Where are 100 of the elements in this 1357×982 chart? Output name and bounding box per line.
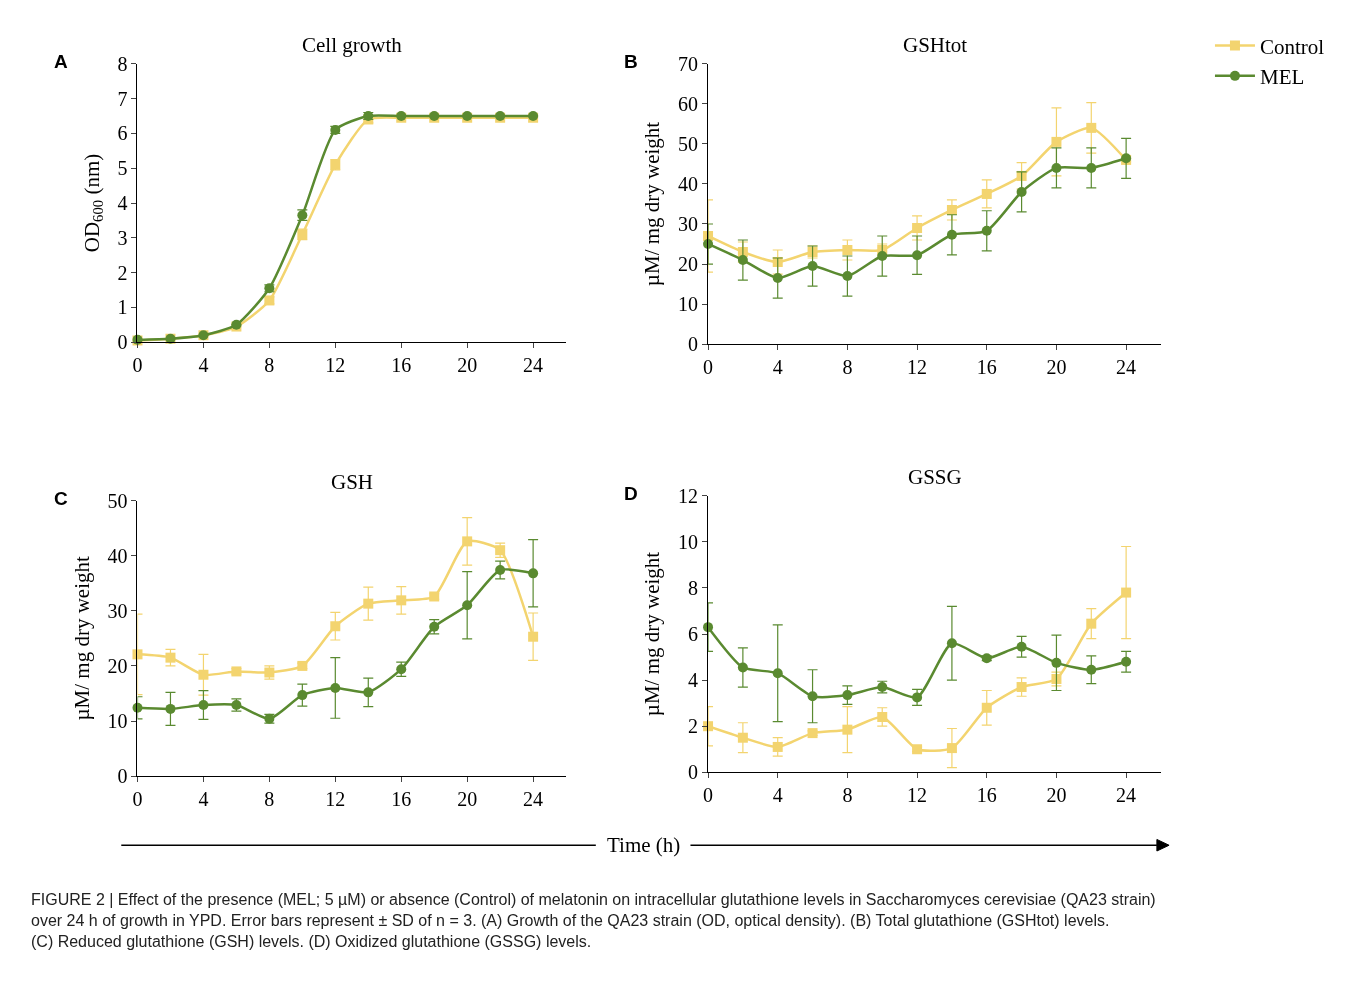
y-axis-title: µM/ mg dry weight [640,121,665,287]
point [772,668,783,679]
y-tick-label: 10 [678,293,699,316]
point [330,682,341,693]
point [1051,136,1062,147]
y-tick-label: 2 [688,715,699,738]
chart-title: GSH [331,470,374,494]
text: D [624,483,638,504]
x-tick-label: 0 [132,354,143,377]
point [946,638,957,649]
x-tick-label: 24 [523,354,544,377]
point [363,598,374,609]
x-tick-label: 12 [907,356,928,379]
text: A [54,51,68,72]
x-tick-label: 16 [976,356,997,379]
y-tick-label: 12 [678,484,699,507]
point [842,690,853,701]
x-tick-label: 24 [523,788,544,811]
text: C [54,488,68,509]
x-tick-label: 16 [391,788,412,811]
y-tick-label: 5 [117,157,128,180]
point [528,631,539,642]
x-tick-label: 4 [772,784,783,807]
point [737,732,748,743]
point [703,239,714,250]
x-tick-label: 0 [703,356,714,379]
point [946,204,957,215]
point [737,255,748,266]
y-tick-label: 7 [117,87,128,110]
y-tick-label: 0 [688,761,699,784]
y-tick-label: 60 [678,92,699,115]
point [495,565,506,576]
y-tick-label: 0 [117,765,128,788]
point [772,741,783,752]
point [912,222,923,233]
point [1086,122,1097,133]
point [842,271,853,282]
caption: FIGURE 2 | Effect of the presence (MEL; 5 µM) or absence (Control) of melatonin on intracellular glutathione levels in Saccharomyces cerevisiae (QA23 strain) over 24 h of growth in YPD. Error bars represent ± SD of n = 3. (A) Growth of the QA23 strain (OD, optical density). (B) Total glutathione (GSHtot) levels. (C) Reduced glutathione (GSH) levels. (D) Oxidized glutathione (GSSG) levels. [31,891,1156,950]
x-tick-label: 20 [457,354,478,377]
point [1016,641,1027,652]
y-tick-label: 50 [678,132,699,155]
x-tick-label: 24 [1116,356,1137,379]
x-tick-label: 24 [1116,784,1137,807]
y-tick-label: 40 [107,544,128,567]
point [1051,162,1062,173]
point [981,702,992,713]
point [737,662,748,673]
point [396,595,407,606]
point [807,261,818,272]
point [330,621,341,632]
point [1086,162,1097,173]
y-tick-label: 8 [117,52,128,75]
y-tick-label: 3 [117,226,128,249]
x-tick-label: 4 [198,354,209,377]
x-tick-label: 8 [264,788,275,811]
point [297,690,308,701]
chart-title: GSSG [908,465,962,489]
y-tick-label: 30 [678,212,699,235]
chart-title: GSHtot [903,33,968,57]
point [462,536,473,547]
y-axis-title: µM/ mg dry weight [69,556,94,721]
y-tick-label: 8 [688,576,699,599]
point [981,188,992,199]
point [1016,186,1027,197]
point [772,273,783,284]
x-tick-label: 12 [325,354,346,377]
point [1121,587,1132,598]
x-tick-label: 4 [772,356,783,379]
y-tick-label: 10 [678,530,699,553]
y-tick-label: 20 [107,654,128,677]
y-tick-label: 2 [117,261,128,284]
point [912,250,923,261]
point [1086,664,1097,675]
y-axis-title: µM/ mg dry weight [640,551,665,717]
x-tick-label: 0 [703,784,714,807]
x-tick-label: 12 [325,788,346,811]
point [946,743,957,754]
point [198,700,209,711]
point [981,225,992,236]
point [165,703,176,714]
point [1016,682,1027,693]
point [1086,618,1097,629]
y-tick-label: 6 [117,122,128,145]
point [877,251,888,262]
x-tick-label: 8 [842,356,853,379]
y-tick-label: 4 [117,192,128,214]
y-tick-label: 10 [107,710,128,733]
y-tick-label: 0 [117,331,128,354]
legend-label: Control [1259,34,1325,59]
y-tick-label: 20 [678,253,699,276]
y-tick-label: 4 [688,669,699,692]
point [842,245,853,256]
x-tick-label: 20 [1046,784,1067,807]
chart-title: Cell growth [302,33,403,57]
x-tick-label: 16 [391,354,412,377]
point [528,568,539,579]
x-tick-label: 16 [976,784,997,807]
x-tick-label: 8 [842,784,853,807]
y-tick-label: 70 [678,52,699,75]
point [807,691,818,702]
